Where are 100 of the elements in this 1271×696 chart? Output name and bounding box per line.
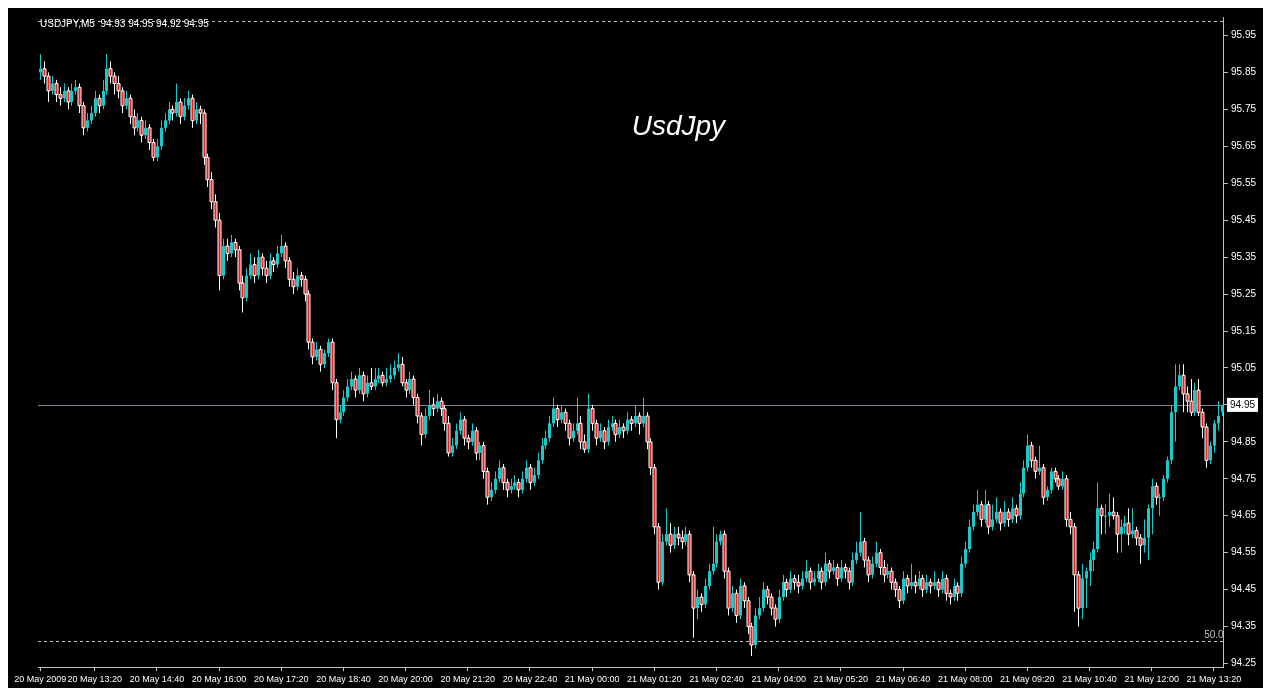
- y-tick-label: 94.55: [1230, 546, 1257, 558]
- candlestick: [86, 112, 89, 133]
- candlestick: [136, 112, 139, 133]
- x-tick-label: 21 May 02:40: [689, 674, 744, 685]
- y-tick-label: 95.55: [1230, 176, 1257, 188]
- candlestick: [1061, 470, 1064, 491]
- candlestick: [871, 555, 874, 580]
- candlestick: [144, 119, 147, 140]
- candlestick: [525, 459, 528, 483]
- x-tick-label: 20 May 14:40: [129, 674, 185, 685]
- candlestick: [408, 371, 411, 395]
- candlestick: [851, 552, 854, 587]
- x-tick-label: 21 May 09:20: [1000, 674, 1055, 685]
- candlestick: [393, 360, 396, 380]
- candlestick: [968, 518, 971, 554]
- x-tick-label: 21 May 06:40: [875, 674, 931, 685]
- candlestick: [618, 419, 621, 439]
- candlestick: [424, 408, 427, 439]
- candlestick: [762, 581, 765, 613]
- candlestick: [805, 559, 808, 583]
- candlestick: [1178, 363, 1181, 391]
- candlestick: [459, 411, 462, 435]
- candlestick: [296, 267, 299, 291]
- x-tick-label: 20 May 18:40: [316, 674, 371, 685]
- ref-line-label: 94.95: [1229, 398, 1256, 410]
- x-tick-label: 21 May 13:20: [1186, 674, 1242, 685]
- candlestick: [964, 541, 967, 568]
- x-tick-label: 21 May 08:00: [937, 674, 993, 685]
- candlestick: [490, 481, 493, 502]
- candlestick: [183, 97, 186, 121]
- x-tick-label: 21 May 04:00: [751, 674, 806, 685]
- candlestick: [245, 267, 248, 302]
- candlestick: [276, 245, 279, 269]
- candlestick: [358, 367, 361, 395]
- candlestick: [397, 352, 400, 373]
- candlestick: [125, 90, 128, 110]
- candlestick: [758, 596, 761, 620]
- y-tick-label: 94.35: [1230, 620, 1257, 632]
- y-tick-label: 94.45: [1230, 583, 1257, 595]
- candlestick: [1011, 496, 1014, 524]
- candlestick: [389, 363, 392, 384]
- candlestick: [280, 234, 283, 258]
- y-tick-label: 95.25: [1230, 287, 1257, 299]
- candlestick: [537, 452, 540, 480]
- candlestick: [1151, 478, 1154, 535]
- x-tick-label: 20 May 17:20: [253, 674, 309, 685]
- candlestick: [634, 404, 637, 428]
- candlestick: [436, 393, 439, 413]
- candlestick: [642, 397, 645, 428]
- candlestick: [991, 504, 994, 532]
- candlestick: [855, 541, 858, 565]
- x-tick-label: 20 May 22:40: [502, 674, 558, 685]
- candlestick: [712, 526, 715, 576]
- candlestick: [665, 507, 668, 546]
- candlestick: [1166, 456, 1169, 483]
- x-tick-label: 21 May 12:00: [1124, 674, 1179, 685]
- candlestick: [1085, 566, 1088, 609]
- candlestick: [257, 249, 260, 280]
- candlestick: [471, 422, 474, 447]
- candlestick: [696, 589, 699, 620]
- candlestick: [1120, 518, 1123, 554]
- candlestick: [498, 459, 501, 483]
- candlestick: [249, 252, 252, 280]
- candlestick: [548, 415, 551, 443]
- candlestick: [385, 367, 388, 387]
- candlestick: [315, 341, 318, 362]
- y-tick-label: 95.75: [1230, 103, 1257, 115]
- candlestick: [778, 589, 781, 624]
- x-tick-label: 21 May 00:00: [564, 674, 620, 685]
- candlestick: [673, 526, 676, 550]
- candlestick: [366, 374, 369, 399]
- y-tick-label: 95.95: [1230, 29, 1257, 41]
- candlestick: [1193, 382, 1196, 417]
- candlestick: [164, 112, 167, 133]
- candlestick: [156, 138, 159, 162]
- candlestick: [90, 105, 93, 125]
- x-tick-label: 20 May 16:00: [191, 674, 247, 685]
- candlestick: [478, 441, 481, 461]
- candlestick: [1158, 493, 1161, 517]
- candlestick: [230, 234, 233, 258]
- candlestick: [1050, 467, 1053, 495]
- candlestick: [195, 101, 198, 125]
- y-tick-label: 95.15: [1230, 324, 1257, 336]
- candlestick: [1217, 400, 1220, 432]
- candlestick: [1108, 493, 1111, 528]
- candlestick: [70, 83, 73, 107]
- y-tick-label: 94.85: [1230, 435, 1257, 447]
- candlestick: [626, 411, 629, 435]
- candlestick: [801, 570, 804, 591]
- x-tick-label: 21 May 05:20: [813, 674, 869, 685]
- candlestick: [1104, 504, 1107, 535]
- candlestick: [521, 470, 524, 495]
- candlestick: [910, 563, 913, 591]
- candlestick: [789, 570, 792, 594]
- y-tick-label: 95.45: [1230, 213, 1257, 225]
- candlestick: [704, 578, 707, 609]
- candlestick: [51, 75, 54, 96]
- candlestick: [731, 585, 734, 613]
- x-tick-label: 21 May 01:20: [627, 674, 682, 685]
- candlestick: [175, 83, 178, 118]
